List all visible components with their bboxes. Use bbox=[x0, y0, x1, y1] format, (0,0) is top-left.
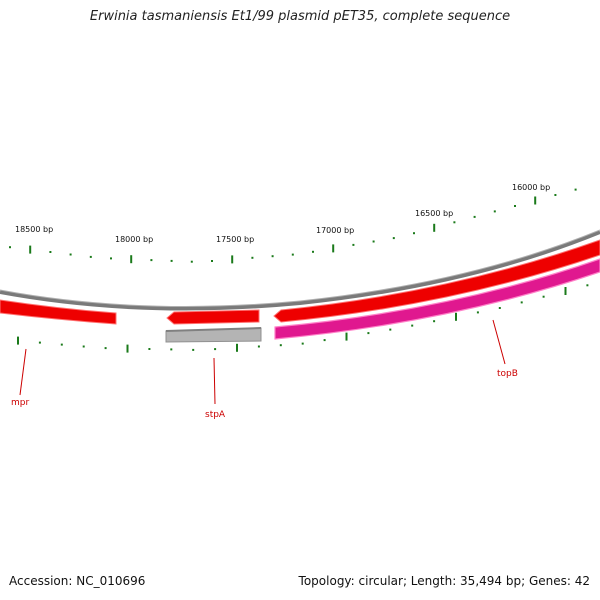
gene-label-topB: topB bbox=[497, 369, 518, 379]
outer-tick-ring bbox=[9, 188, 577, 264]
grey-feature-edge bbox=[165, 327, 262, 332]
ruler-labels: 18500 bp 18000 bp 17500 bp 17000 bp 1650… bbox=[15, 183, 550, 244]
map-title: Erwinia tasmaniensis Et1/99 plasmid pET3… bbox=[89, 9, 511, 24]
ruler-label: 18500 bp bbox=[15, 225, 53, 234]
gene-stpA-leader bbox=[213, 357, 216, 405]
topology-summary: Topology: circular; Length: 35,494 bp; G… bbox=[298, 574, 590, 588]
ruler-label: 17500 bp bbox=[216, 235, 254, 244]
backbone-ring-highlight bbox=[0, 229, 600, 307]
gene-topB-arrow[interactable] bbox=[274, 258, 600, 340]
gene-stpA-arrow[interactable] bbox=[166, 309, 260, 325]
ruler-label: 17000 bp bbox=[316, 226, 354, 235]
ruler-label: 18000 bp bbox=[115, 235, 153, 244]
ruler-label: 16000 bp bbox=[512, 183, 550, 192]
gene-label-stpA: stpA bbox=[205, 410, 226, 420]
inner-tick-ring bbox=[17, 284, 589, 353]
gene-label-mpr: mpr bbox=[11, 398, 29, 408]
gene-mpr-leader bbox=[19, 348, 27, 396]
accession-text: Accession: NC_010696 bbox=[9, 574, 146, 588]
backbone-ring bbox=[0, 230, 600, 311]
gene-mpr-arrow[interactable] bbox=[0, 299, 117, 325]
gene-topB-leader bbox=[492, 319, 506, 365]
ruler-label: 16500 bp bbox=[415, 209, 453, 218]
